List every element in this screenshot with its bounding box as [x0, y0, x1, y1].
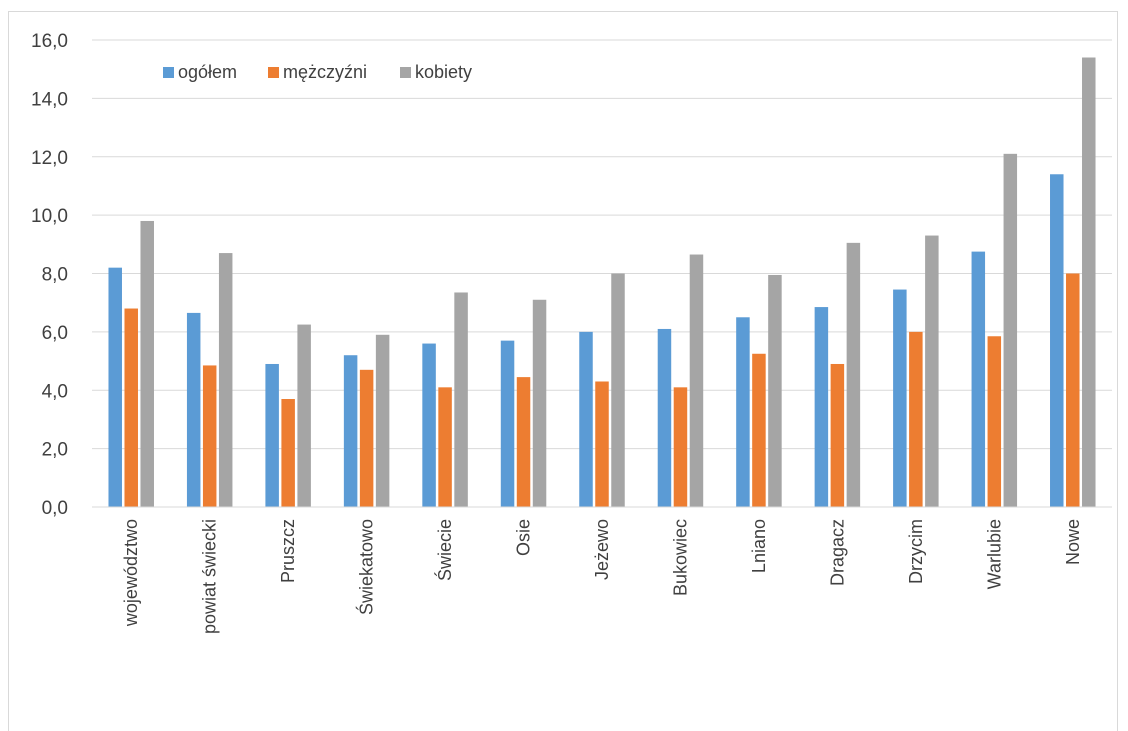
bar [987, 336, 1002, 507]
legend-swatch [268, 67, 279, 78]
bar [971, 251, 986, 507]
bar [611, 273, 625, 507]
bar [768, 274, 782, 507]
y-tick-label: 12,0 [31, 148, 68, 169]
category-label: Drzycim [906, 519, 926, 584]
bar [1082, 57, 1096, 507]
bar [297, 324, 311, 507]
category-label: Bukowiec [670, 519, 690, 596]
bar [595, 381, 609, 507]
category-label: Pruszcz [278, 519, 298, 583]
bar [359, 369, 374, 507]
y-tick-label: 6,0 [42, 323, 68, 344]
category-label: Jeżewo [592, 519, 612, 580]
bar [736, 317, 750, 507]
bar [814, 307, 829, 507]
y-tick-label: 2,0 [42, 440, 68, 461]
y-tick-label: 4,0 [42, 381, 68, 402]
bar [846, 242, 861, 507]
bar [532, 299, 547, 507]
bar [893, 289, 907, 507]
bar [281, 399, 295, 507]
category-label: Warlubie [984, 519, 1004, 589]
bar [579, 331, 593, 507]
y-tick-label: 14,0 [31, 89, 68, 110]
bar [657, 328, 672, 507]
bar [108, 267, 122, 507]
category-label: Osie [514, 519, 534, 556]
category-label: Lniano [749, 519, 769, 573]
bar [752, 353, 766, 507]
bar [124, 308, 138, 507]
bar [422, 343, 436, 507]
category-label: Nowe [1063, 519, 1083, 565]
bar [909, 331, 923, 507]
bar [454, 292, 468, 507]
bar [689, 254, 704, 507]
bar [830, 363, 845, 507]
chart-area [8, 11, 1118, 731]
bar [202, 365, 217, 507]
bar [343, 355, 358, 507]
bar [140, 220, 154, 507]
bar [925, 235, 939, 507]
y-tick-label: 10,0 [31, 206, 68, 227]
bar [218, 253, 233, 507]
bar [516, 377, 531, 507]
bar [673, 387, 688, 507]
category-label: powiat świecki [200, 519, 220, 634]
bar [500, 340, 515, 507]
bar [186, 312, 201, 507]
category-label: Świecie [434, 519, 455, 581]
bar [1050, 174, 1064, 507]
legend-label: ogółem [178, 62, 237, 82]
bar [1066, 273, 1080, 507]
bar [1003, 153, 1018, 508]
y-tick-label: 8,0 [42, 265, 68, 286]
category-label: Świekatowo [356, 519, 377, 615]
y-tick-label: 16,0 [31, 31, 68, 52]
bar [438, 387, 452, 507]
category-label: województwo [121, 519, 141, 627]
bar [265, 363, 279, 507]
legend-swatch [400, 67, 411, 78]
category-label: Dragacz [827, 519, 847, 586]
legend-label: mężczyźni [283, 62, 367, 82]
bar [375, 334, 390, 507]
legend-label: kobiety [415, 62, 472, 82]
legend-swatch [163, 67, 174, 78]
y-tick-label: 0,0 [42, 498, 68, 519]
